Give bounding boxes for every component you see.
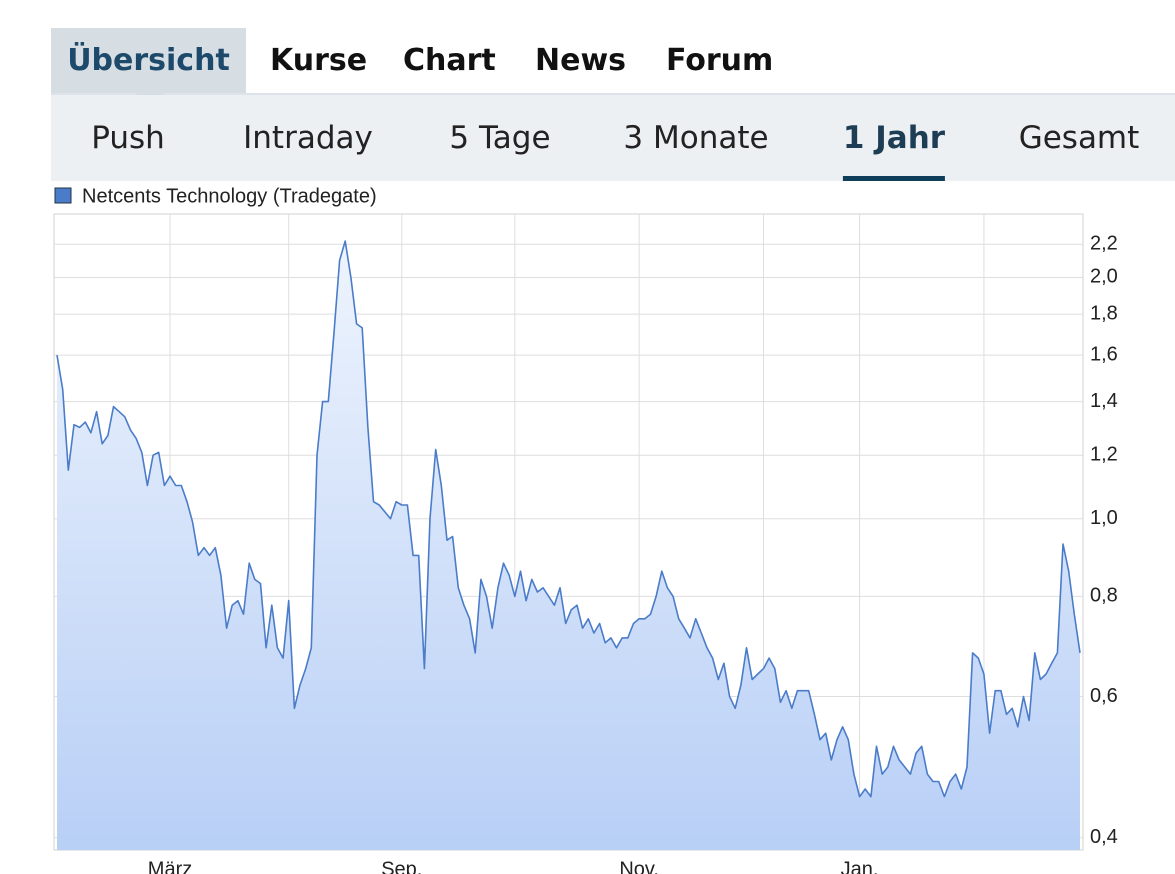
tab[interactable]: Chart xyxy=(403,43,496,78)
y-tick-label: 2,0 xyxy=(1090,266,1118,288)
range-tab[interactable]: Gesamt xyxy=(1018,120,1140,156)
main-tabs: Übersicht Kurse Chart News Forum xyxy=(51,28,1175,109)
y-tick-label: 1,6 xyxy=(1090,343,1118,365)
tab[interactable]: News xyxy=(535,43,627,78)
range-tab[interactable]: 1 Jahr xyxy=(842,95,946,181)
y-tick-label: 1,4 xyxy=(1090,390,1118,412)
x-tick-label: Jan. xyxy=(841,858,879,874)
y-tick-label: 1,0 xyxy=(1090,507,1118,529)
x-tick-label: März xyxy=(148,858,192,874)
x-tick-label: Nov. xyxy=(619,858,659,874)
x-tick-label: Sep. xyxy=(381,858,422,874)
y-tick-label: 2,2 xyxy=(1090,233,1118,255)
y-tick-label: 0,6 xyxy=(1090,685,1118,707)
range-tab[interactable]: 5 Tage xyxy=(449,120,551,156)
tab[interactable]: Forum xyxy=(666,43,774,78)
range-tabs: Push Intraday 5 Tage 3 Monate 1 Jahr Ges… xyxy=(51,95,1175,181)
legend-label: Netcents Technology (Tradegate) xyxy=(82,185,377,207)
y-tick-label: 0,4 xyxy=(1090,826,1118,848)
chart: Netcents Technology (Tradegate) 0,4 0,6 0,8… xyxy=(53,185,1118,874)
y-tick-label: 1,8 xyxy=(1090,302,1118,324)
range-tab[interactable]: Push xyxy=(91,120,165,156)
range-tab[interactable]: Intraday xyxy=(243,120,373,156)
line xyxy=(56,240,1081,798)
legend-swatch xyxy=(54,187,72,204)
tab[interactable]: Übersicht xyxy=(51,28,246,93)
range-tab[interactable]: 3 Monate xyxy=(623,120,769,156)
area xyxy=(57,241,1080,851)
y-tick-label: 0,8 xyxy=(1090,585,1118,607)
tab[interactable]: Kurse xyxy=(270,43,368,78)
y-tick-label: 1,2 xyxy=(1090,444,1118,466)
